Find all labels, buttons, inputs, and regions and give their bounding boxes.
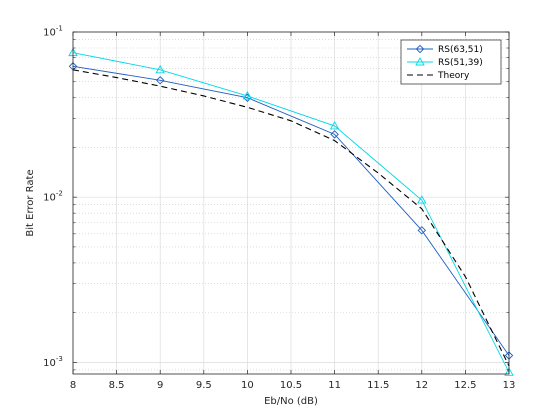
data-point: [417, 226, 427, 235]
plot-area: 8 8.5 9 9.5 10 10.5 11 11.5 12 12.5 13 10-110-210-…: [43, 25, 515, 392]
series-line: [72, 65, 510, 356]
data-point: [242, 91, 253, 100]
data-point: [415, 57, 425, 66]
legend: RS(63,51) RS(51,39) Theory: [400, 39, 502, 85]
data-point: [330, 130, 339, 139]
data-point: [155, 76, 165, 85]
x-tick-label: 11: [328, 380, 341, 391]
series-rs-51-39: [68, 47, 514, 376]
x-tick-label: 8: [70, 380, 76, 391]
tick-marks: [72, 31, 510, 374]
x-tick-label: 12.5: [454, 380, 476, 391]
data-point: [329, 121, 340, 130]
series-theory: [72, 69, 510, 367]
series-line: [72, 69, 510, 367]
y-tick-base: 10: [43, 28, 56, 39]
legend-label: RS(51,39): [438, 58, 483, 68]
x-tick-label: 10.5: [280, 380, 302, 391]
y-tick-labels: 10-110-210-3: [43, 25, 63, 369]
x-tick-labels: 8 8.5 9 9.5 10 10.5 11 11.5 12 12.5 13: [70, 380, 516, 391]
legend-label: Theory: [437, 71, 470, 81]
x-tick-label: 12: [415, 380, 428, 391]
y-tick-exponent: -2: [56, 190, 63, 198]
y-tick-base: 10: [43, 358, 56, 369]
y-axis-label: Bit Error Rate: [25, 169, 36, 236]
data-point: [504, 367, 514, 376]
y-tick-exponent: -1: [56, 25, 63, 33]
data-point: [417, 195, 427, 204]
legend-label: RS(63,51): [438, 45, 483, 55]
y-tick-label: 10-1: [43, 25, 63, 39]
y-tick-label: 10-2: [43, 190, 63, 204]
x-tick-label: 9: [157, 380, 163, 391]
x-tick-label: 8.5: [109, 380, 125, 391]
data-point: [415, 44, 425, 54]
data-point: [155, 64, 165, 74]
y-tick-label: 10-3: [43, 355, 63, 369]
x-tick-label: 11.5: [367, 380, 389, 391]
x-tick-label: 10: [241, 380, 254, 391]
series-line: [72, 52, 510, 373]
y-tick-exponent: -3: [56, 355, 63, 363]
x-tick-label: 9.5: [196, 380, 212, 391]
x-axis-label: Eb/No (dB): [264, 396, 318, 407]
y-tick-base: 10: [43, 193, 56, 204]
x-tick-label: 13: [503, 380, 516, 391]
